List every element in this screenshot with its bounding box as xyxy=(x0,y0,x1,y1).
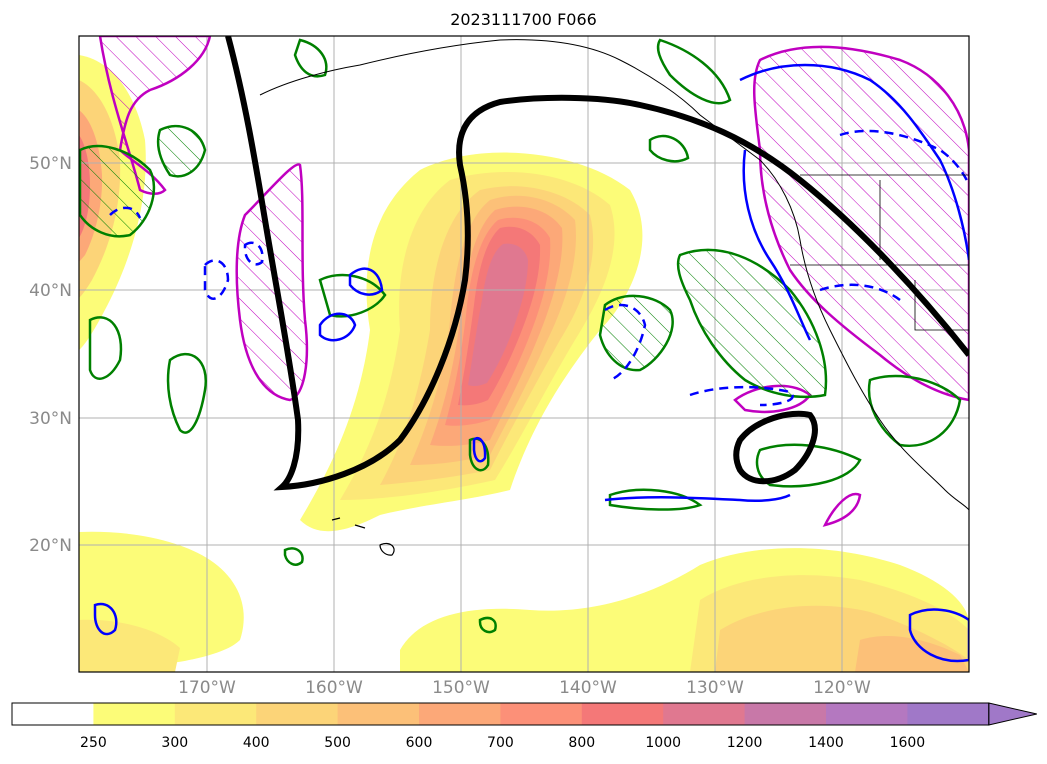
green-contour-3 xyxy=(318,273,387,318)
black-contour-loop xyxy=(733,410,818,485)
colorbar-segment xyxy=(256,703,339,725)
blue-contour-center-west-2 xyxy=(348,267,384,296)
ivt-fill-se-500 xyxy=(855,635,969,672)
green-hatched-region-west xyxy=(79,144,156,238)
lat-label-30: 30°N xyxy=(29,409,72,429)
blue-dashed-contour-6 xyxy=(819,283,901,302)
colorbar-tick-label: 600 xyxy=(406,735,433,751)
green-hatched-region-nw xyxy=(156,124,207,178)
green-contour-12 xyxy=(478,616,497,634)
magenta-contour-se-small xyxy=(822,492,862,527)
lat-label-40: 40°N xyxy=(29,281,72,301)
blue-dashed-contour-3 xyxy=(243,241,264,266)
colorbar-tick-label: 1400 xyxy=(808,735,844,751)
contours xyxy=(79,36,969,663)
colorbar-tick-label: 1600 xyxy=(890,735,926,751)
coastline-alaska xyxy=(259,39,761,161)
map-frame xyxy=(78,35,970,673)
colorbar-segment xyxy=(419,703,501,725)
colorbar-tick-label: 400 xyxy=(243,735,270,751)
coastline-north-america xyxy=(759,159,969,511)
lon-label-140w: 140°W xyxy=(559,678,617,698)
green-contour-9 xyxy=(867,374,962,448)
green-contour-6 xyxy=(608,488,703,511)
green-contour-10 xyxy=(656,38,732,105)
colorbar-segment xyxy=(663,703,746,725)
blue-contour-se xyxy=(908,608,969,663)
latitude-labels: 50°N 40°N 30°N 20°N xyxy=(29,154,72,556)
colorbar-tick-label: 300 xyxy=(161,735,188,751)
colorbar: 250 300 400 500 600 700 800 1000 1200 1400 1600 xyxy=(11,702,1037,751)
colorbar-segment xyxy=(581,703,664,725)
colorbar-segment xyxy=(93,703,176,725)
green-contour-2 xyxy=(166,353,208,434)
colorbar-tick-label: 500 xyxy=(324,735,351,751)
colorbar-segment xyxy=(744,703,827,725)
plot-title: 2023111700 F066 xyxy=(450,10,597,29)
colorbar-segment xyxy=(174,703,257,725)
lon-label-160w: 160°W xyxy=(305,678,363,698)
green-hatched-region-central xyxy=(598,294,674,372)
green-contour-11 xyxy=(283,547,304,566)
colorbar-outline xyxy=(11,702,990,726)
colorbar-segment xyxy=(907,703,990,725)
lon-label-170w: 170°W xyxy=(178,678,236,698)
hawaii-islands xyxy=(331,517,395,556)
longitude-labels: 170°W 160°W 150°W 140°W 130°W 120°W xyxy=(178,678,871,698)
colorbar-tick-label: 1000 xyxy=(645,735,681,751)
border-lines xyxy=(790,174,969,331)
blue-contour-sw xyxy=(93,602,118,636)
green-hatched-region-east xyxy=(676,248,828,399)
colorbar-segment xyxy=(12,703,94,725)
blue-dashed-contour-1 xyxy=(604,303,647,382)
lon-label-120w: 120°W xyxy=(813,678,871,698)
colorbar-segment xyxy=(826,703,908,725)
ivt-fill-1000 xyxy=(468,243,528,387)
green-contour-1 xyxy=(88,316,123,380)
colorbar-tick-label: 1200 xyxy=(727,735,763,751)
blue-contour-east xyxy=(742,149,812,341)
lon-label-130w: 130°W xyxy=(686,678,744,698)
colorbar-segment xyxy=(337,703,420,725)
green-contour-7 xyxy=(755,443,862,488)
colorbar-segment xyxy=(500,703,583,725)
black-contour-west xyxy=(225,36,969,491)
magenta-hatched-region-west xyxy=(235,163,309,402)
blue-contour-center-west xyxy=(318,312,357,342)
blue-contour-ne xyxy=(739,63,969,261)
blue-dashed-contour-4 xyxy=(203,259,230,300)
blue-contour-band xyxy=(604,493,791,503)
blue-dashed-contour-2 xyxy=(689,385,794,407)
green-contour-5 xyxy=(648,134,690,163)
blue-contour-plume xyxy=(472,436,487,463)
colorbar-tick-label: 700 xyxy=(487,735,514,751)
blue-dashed-contour-5 xyxy=(839,129,969,186)
lon-label-150w: 150°W xyxy=(432,678,490,698)
colorbar-extend-arrow xyxy=(988,702,1037,726)
green-contour-8 xyxy=(293,38,328,78)
lat-label-50: 50°N xyxy=(29,154,72,174)
colorbar-tick-label: 800 xyxy=(568,735,595,751)
blue-dashed-contour-7 xyxy=(109,206,142,219)
lat-label-20: 20°N xyxy=(29,536,72,556)
colorbar-tick-label: 250 xyxy=(80,735,107,751)
